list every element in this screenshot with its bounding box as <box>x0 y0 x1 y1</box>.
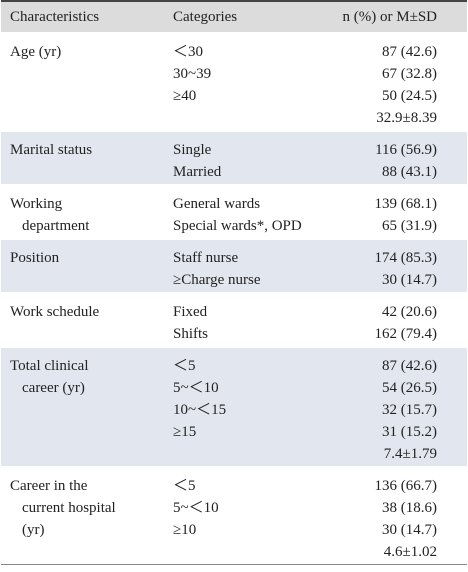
table-row: 32.9±8.39 <box>1 107 467 129</box>
characteristic: Career in the current hospital (yr) <box>10 475 116 541</box>
characteristic-line: (yr) <box>22 522 45 538</box>
value-cell: 32 (15.7) <box>382 402 437 418</box>
table-row: 5~＜10 38 (18.6) <box>1 497 467 519</box>
characteristic: Marital status <box>10 139 92 161</box>
category-cell: Married <box>173 164 222 180</box>
value-cell: 54 (26.5) <box>382 380 437 396</box>
characteristic-line: Marital status <box>10 142 93 158</box>
characteristic: Working department <box>10 193 89 237</box>
table-row: ≥15 31 (15.2) <box>1 421 467 443</box>
category-cell: 30~39 <box>173 66 212 82</box>
category-cell: ＜5 <box>173 358 196 374</box>
value-cell: 65 (31.9) <box>382 218 437 234</box>
value-cell: 42 (20.6) <box>382 304 437 320</box>
characteristic-line: career (yr) <box>22 380 85 396</box>
value-cell: 136 (66.7) <box>374 478 438 494</box>
characteristic: Position <box>10 247 59 269</box>
table-row: 7.4±1.79 <box>1 443 467 465</box>
table-row: Fixed 42 (20.6) <box>1 301 467 323</box>
table-row: ＜5 87 (42.6) <box>1 355 467 377</box>
value-cell: 50 (24.5) <box>382 88 437 104</box>
table-row: 5~＜10 54 (26.5) <box>1 377 467 399</box>
value-cell: 87 (42.6) <box>382 44 437 60</box>
table-row: ＜30 87 (42.6) <box>1 41 467 63</box>
table-row: Shifts 162 (79.4) <box>1 323 467 345</box>
value-cell: 38 (18.6) <box>382 500 437 516</box>
value-cell: 139 (68.1) <box>374 196 438 212</box>
table-row: Staff nurse 174 (85.3) <box>1 247 467 269</box>
category-cell: General wards <box>173 196 261 212</box>
table-row: ≥Charge nurse 30 (14.7) <box>1 269 467 291</box>
category-cell: ≥15 <box>173 424 197 440</box>
value-cell: 30 (14.7) <box>382 272 437 288</box>
category-cell: Fixed <box>173 304 208 320</box>
characteristic-line: Position <box>10 250 60 266</box>
value-cell: 4.6±1.02 <box>383 544 437 560</box>
value-cell: 162 (79.4) <box>374 326 438 342</box>
characteristic-line: department <box>22 218 90 234</box>
table-row: ≥10 30 (14.7) <box>1 519 467 541</box>
table-row: Special wards*, OPD 65 (31.9) <box>1 215 467 237</box>
header-cell: Characteristics <box>10 9 100 25</box>
characteristic-line: current hospital <box>22 500 116 516</box>
value-cell: 31 (15.2) <box>382 424 437 440</box>
category-cell: 10~＜15 <box>173 402 227 418</box>
category-cell: Single <box>173 142 212 158</box>
characteristic: Total clinical career (yr) <box>10 355 89 399</box>
category-cell: ＜30 <box>173 44 204 60</box>
table-row: 30~39 67 (32.8) <box>1 63 467 85</box>
row-group: Work schedule Fixed 42 (20.6) Shifts 162 (79… <box>1 294 467 346</box>
characteristic-line: Total clinical <box>10 358 89 374</box>
category-cell: ≥10 <box>173 522 197 538</box>
value-cell: 116 (56.9) <box>375 142 437 158</box>
row-group: Career in the current hospital (yr) ＜5 136 (… <box>1 468 467 565</box>
characteristic: Age (yr) <box>10 41 61 63</box>
table-row: Single 116 (56.9) <box>1 139 467 161</box>
value-cell: 174 (85.3) <box>374 250 438 266</box>
category-cell: Staff nurse <box>173 250 239 266</box>
table-row: General wards 139 (68.1) <box>1 193 467 215</box>
category-cell: 5~＜10 <box>173 500 219 516</box>
category-cell: ≥Charge nurse <box>173 272 261 288</box>
table-row: 10~＜15 32 (15.7) <box>1 399 467 421</box>
row-group: Position Staff nurse 174 (85.3) ≥Charge nur… <box>1 240 467 292</box>
table-row: ＜5 136 (66.7) <box>1 475 467 497</box>
category-cell: ＜5 <box>173 478 196 494</box>
row-group: Working department General wards 139 (68.1)… <box>1 186 467 238</box>
value-cell: 7.4±1.79 <box>383 446 437 462</box>
row-group: Marital status Single 116 (56.9) Married 88 … <box>1 132 467 184</box>
value-cell: 88 (43.1) <box>382 164 437 180</box>
row-group: Total clinical career (yr) ＜5 87 (42.6) 5~＜1… <box>1 348 467 466</box>
category-cell: ≥40 <box>173 88 197 104</box>
characteristic-line: Working <box>10 196 63 212</box>
table-row: Married 88 (43.1) <box>1 161 467 183</box>
value-cell: 87 (42.6) <box>382 358 437 374</box>
category-cell: 5~＜10 <box>173 380 219 396</box>
header-cell: Categories <box>173 9 238 25</box>
characteristic-line: Work schedule <box>10 304 100 320</box>
category-cell: Special wards*, OPD <box>173 218 302 234</box>
category-cell: Shifts <box>173 326 209 342</box>
header-row: Characteristics Categories n (%) or M±SD <box>1 2 467 32</box>
characteristic-line: Age (yr) <box>10 44 62 60</box>
table-row: ≥40 50 (24.5) <box>1 85 467 107</box>
value-cell: 67 (32.8) <box>382 66 437 82</box>
header-cell: n (%) or M±SD <box>342 9 437 25</box>
row-group: Age (yr) ＜30 87 (42.6) 30~39 67 (32.8) ≥40 50 … <box>1 34 467 130</box>
value-cell: 30 (14.7) <box>382 522 437 538</box>
characteristic-line: Career in the <box>10 478 88 494</box>
table-row: 4.6±1.02 <box>1 541 467 563</box>
characteristic: Work schedule <box>10 301 99 323</box>
value-cell: 32.9±8.39 <box>376 110 437 126</box>
